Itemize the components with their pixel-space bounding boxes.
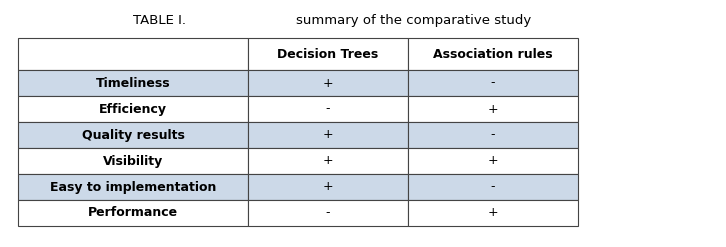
- Text: +: +: [322, 155, 333, 167]
- Text: Performance: Performance: [88, 206, 178, 220]
- Bar: [248, 38, 408, 70]
- Text: Timeliness: Timeliness: [96, 77, 171, 89]
- Bar: [248, 148, 408, 174]
- Text: -: -: [491, 128, 495, 142]
- Text: Decision Trees: Decision Trees: [277, 47, 379, 61]
- Bar: [408, 148, 578, 174]
- Bar: [18, 96, 248, 122]
- Text: Quality results: Quality results: [81, 128, 184, 142]
- Bar: [408, 70, 578, 96]
- Text: summary of the comparative study: summary of the comparative study: [296, 14, 531, 27]
- Bar: [18, 38, 248, 70]
- Text: +: +: [322, 77, 333, 89]
- Bar: [248, 96, 408, 122]
- Text: +: +: [322, 181, 333, 193]
- Text: Association rules: Association rules: [433, 47, 552, 61]
- Bar: [18, 70, 248, 96]
- Bar: [248, 200, 408, 226]
- Text: TABLE I.: TABLE I.: [133, 14, 187, 27]
- Text: +: +: [488, 103, 498, 116]
- Bar: [408, 96, 578, 122]
- Text: -: -: [326, 206, 330, 220]
- Bar: [408, 200, 578, 226]
- Bar: [408, 122, 578, 148]
- Text: Efficiency: Efficiency: [99, 103, 167, 116]
- Bar: [248, 174, 408, 200]
- Bar: [18, 200, 248, 226]
- Text: -: -: [326, 103, 330, 116]
- Bar: [408, 174, 578, 200]
- Bar: [248, 70, 408, 96]
- Text: +: +: [488, 155, 498, 167]
- Text: +: +: [488, 206, 498, 220]
- Bar: [18, 122, 248, 148]
- Bar: [408, 38, 578, 70]
- Bar: [18, 174, 248, 200]
- Bar: [248, 122, 408, 148]
- Text: Visibility: Visibility: [103, 155, 163, 167]
- Text: +: +: [322, 128, 333, 142]
- Bar: [18, 148, 248, 174]
- Text: Easy to implementation: Easy to implementation: [50, 181, 216, 193]
- Text: -: -: [491, 77, 495, 89]
- Text: -: -: [491, 181, 495, 193]
